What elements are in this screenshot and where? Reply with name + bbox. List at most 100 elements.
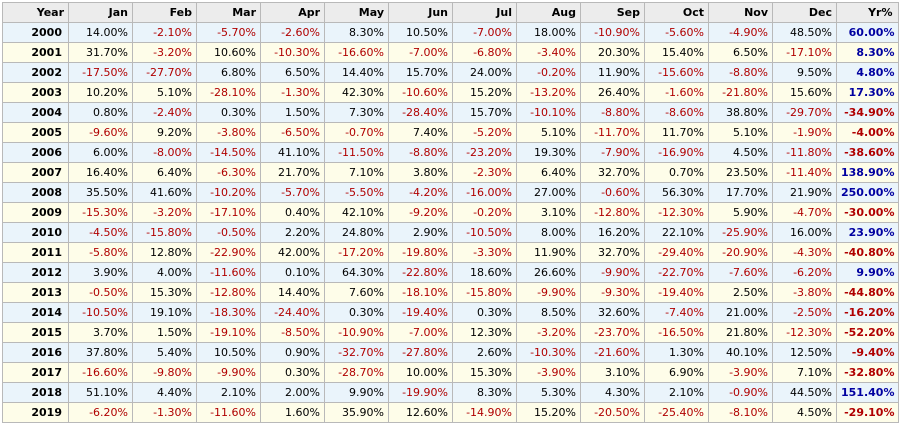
return-cell-jan: -16.60% <box>68 362 133 383</box>
return-cell-jan: -17.50% <box>68 62 133 83</box>
return-cell-feb: 5.10% <box>132 82 197 103</box>
year-cell: 2016 <box>2 342 69 363</box>
column-header-jul[interactable]: Jul <box>452 2 517 23</box>
table-row: 2013 -0.50% 15.30% -12.80% 14.40% 7.60% -18.10… <box>2 282 900 303</box>
return-cell-feb: 5.40% <box>132 342 197 363</box>
return-cell-jan: -6.20% <box>68 402 133 423</box>
return-cell-dec: -12.30% <box>772 322 837 343</box>
return-cell-nov: -25.90% <box>708 222 773 243</box>
return-cell-jun: -19.90% <box>388 382 453 403</box>
column-header-may[interactable]: May <box>324 2 389 23</box>
return-cell-sep: 4.30% <box>580 382 645 403</box>
return-cell-jul: 2.60% <box>452 342 517 363</box>
return-cell-nov: 38.80% <box>708 102 773 123</box>
return-cell-jul: 15.70% <box>452 102 517 123</box>
column-header-dec[interactable]: Dec <box>772 2 837 23</box>
return-cell-dec: -6.20% <box>772 262 837 283</box>
return-cell-aug: 5.10% <box>516 122 581 143</box>
return-cell-oct: -16.50% <box>644 322 709 343</box>
table-row: 2000 14.00% -2.10% -5.70% -2.60% 8.30% 10.50% -… <box>2 22 900 43</box>
year-cell: 2009 <box>2 202 69 223</box>
return-cell-aug: 8.00% <box>516 222 581 243</box>
return-cell-jan: -0.50% <box>68 282 133 303</box>
column-header-sep[interactable]: Sep <box>580 2 645 23</box>
return-cell-jul: -16.00% <box>452 182 517 203</box>
return-cell-sep: 32.70% <box>580 242 645 263</box>
table-row: 2019 -6.20% -1.30% -11.60% 1.60% 35.90% 12.60%… <box>2 402 900 423</box>
column-header-year[interactable]: Year <box>2 2 69 23</box>
column-header-yearly[interactable]: Yr% <box>835 2 900 23</box>
return-cell-jul: -14.90% <box>452 402 517 423</box>
table-row: 2011 -5.80% 12.80% -22.90% 42.00% -17.20% -19.… <box>2 242 900 263</box>
column-header-feb[interactable]: Feb <box>132 2 197 23</box>
column-header-apr[interactable]: Apr <box>260 2 325 23</box>
return-cell-jul: -7.00% <box>452 22 517 43</box>
return-cell-aug: -0.20% <box>516 62 581 83</box>
return-cell-mar: -11.60% <box>196 402 261 423</box>
table-row: 2015 3.70% 1.50% -19.10% -8.50% -10.90% -7.00%… <box>2 322 900 343</box>
year-cell: 2000 <box>2 22 69 43</box>
return-cell-oct: 6.90% <box>644 362 709 383</box>
return-cell-jul: 8.30% <box>452 382 517 403</box>
return-cell-mar: -9.90% <box>196 362 261 383</box>
return-cell-dec: 7.10% <box>772 362 837 383</box>
return-cell-feb: 15.30% <box>132 282 197 303</box>
return-cell-may: 42.10% <box>324 202 389 223</box>
return-cell-mar: -6.30% <box>196 162 261 183</box>
return-cell-nov: 23.50% <box>708 162 773 183</box>
return-cell-oct: -29.40% <box>644 242 709 263</box>
return-cell-jan: -9.60% <box>68 122 133 143</box>
column-header-jun[interactable]: Jun <box>388 2 453 23</box>
return-cell-mar: 10.60% <box>196 42 261 63</box>
return-cell-sep: -12.80% <box>580 202 645 223</box>
column-header-aug[interactable]: Aug <box>516 2 581 23</box>
return-cell-jan: 14.00% <box>68 22 133 43</box>
table-row: 2001 31.70% -3.20% 10.60% -10.30% -16.60% -7.0… <box>2 42 900 63</box>
return-cell-jun: 2.90% <box>388 222 453 243</box>
return-cell-dec: 4.50% <box>772 402 837 423</box>
table-row: 2005 -9.60% 9.20% -3.80% -6.50% -0.70% 7.40% -5… <box>2 122 900 143</box>
return-cell-nov: 5.90% <box>708 202 773 223</box>
return-cell-dec: -11.40% <box>772 162 837 183</box>
return-cell-apr: -1.30% <box>260 82 325 103</box>
return-cell-jul: 15.30% <box>452 362 517 383</box>
return-cell-apr: 2.20% <box>260 222 325 243</box>
yearly-total-cell: 4.80% <box>835 62 900 83</box>
return-cell-may: 64.30% <box>324 262 389 283</box>
column-header-mar[interactable]: Mar <box>196 2 261 23</box>
return-cell-nov: 4.50% <box>708 142 773 163</box>
table-body: 2000 14.00% -2.10% -5.70% -2.60% 8.30% 10.50% -… <box>2 22 900 423</box>
return-cell-jul: -2.30% <box>452 162 517 183</box>
return-cell-feb: -3.20% <box>132 42 197 63</box>
year-cell: 2013 <box>2 282 69 303</box>
column-header-oct[interactable]: Oct <box>644 2 709 23</box>
column-header-nov[interactable]: Nov <box>708 2 773 23</box>
return-cell-jul: -10.50% <box>452 222 517 243</box>
yearly-total-cell: 17.30% <box>835 82 900 103</box>
yearly-total-cell: 151.40% <box>835 382 900 403</box>
return-cell-aug: 26.60% <box>516 262 581 283</box>
return-cell-aug: 3.10% <box>516 202 581 223</box>
year-cell: 2002 <box>2 62 69 83</box>
yearly-total-cell: -34.90% <box>835 102 900 123</box>
return-cell-oct: -7.40% <box>644 302 709 323</box>
return-cell-jan: 0.80% <box>68 102 133 123</box>
return-cell-apr: -8.50% <box>260 322 325 343</box>
year-cell: 2017 <box>2 362 69 383</box>
yearly-total-cell: -30.00% <box>835 202 900 223</box>
year-cell: 2006 <box>2 142 69 163</box>
return-cell-jul: 12.30% <box>452 322 517 343</box>
return-cell-feb: 1.50% <box>132 322 197 343</box>
column-header-jan[interactable]: Jan <box>68 2 133 23</box>
return-cell-may: 8.30% <box>324 22 389 43</box>
return-cell-may: 9.90% <box>324 382 389 403</box>
return-cell-apr: -10.30% <box>260 42 325 63</box>
return-cell-jun: -27.80% <box>388 342 453 363</box>
return-cell-apr: 0.40% <box>260 202 325 223</box>
year-cell: 2010 <box>2 222 69 243</box>
return-cell-feb: 9.20% <box>132 122 197 143</box>
return-cell-aug: -10.10% <box>516 102 581 123</box>
return-cell-nov: -21.80% <box>708 82 773 103</box>
return-cell-jun: -7.00% <box>388 42 453 63</box>
return-cell-feb: 4.00% <box>132 262 197 283</box>
